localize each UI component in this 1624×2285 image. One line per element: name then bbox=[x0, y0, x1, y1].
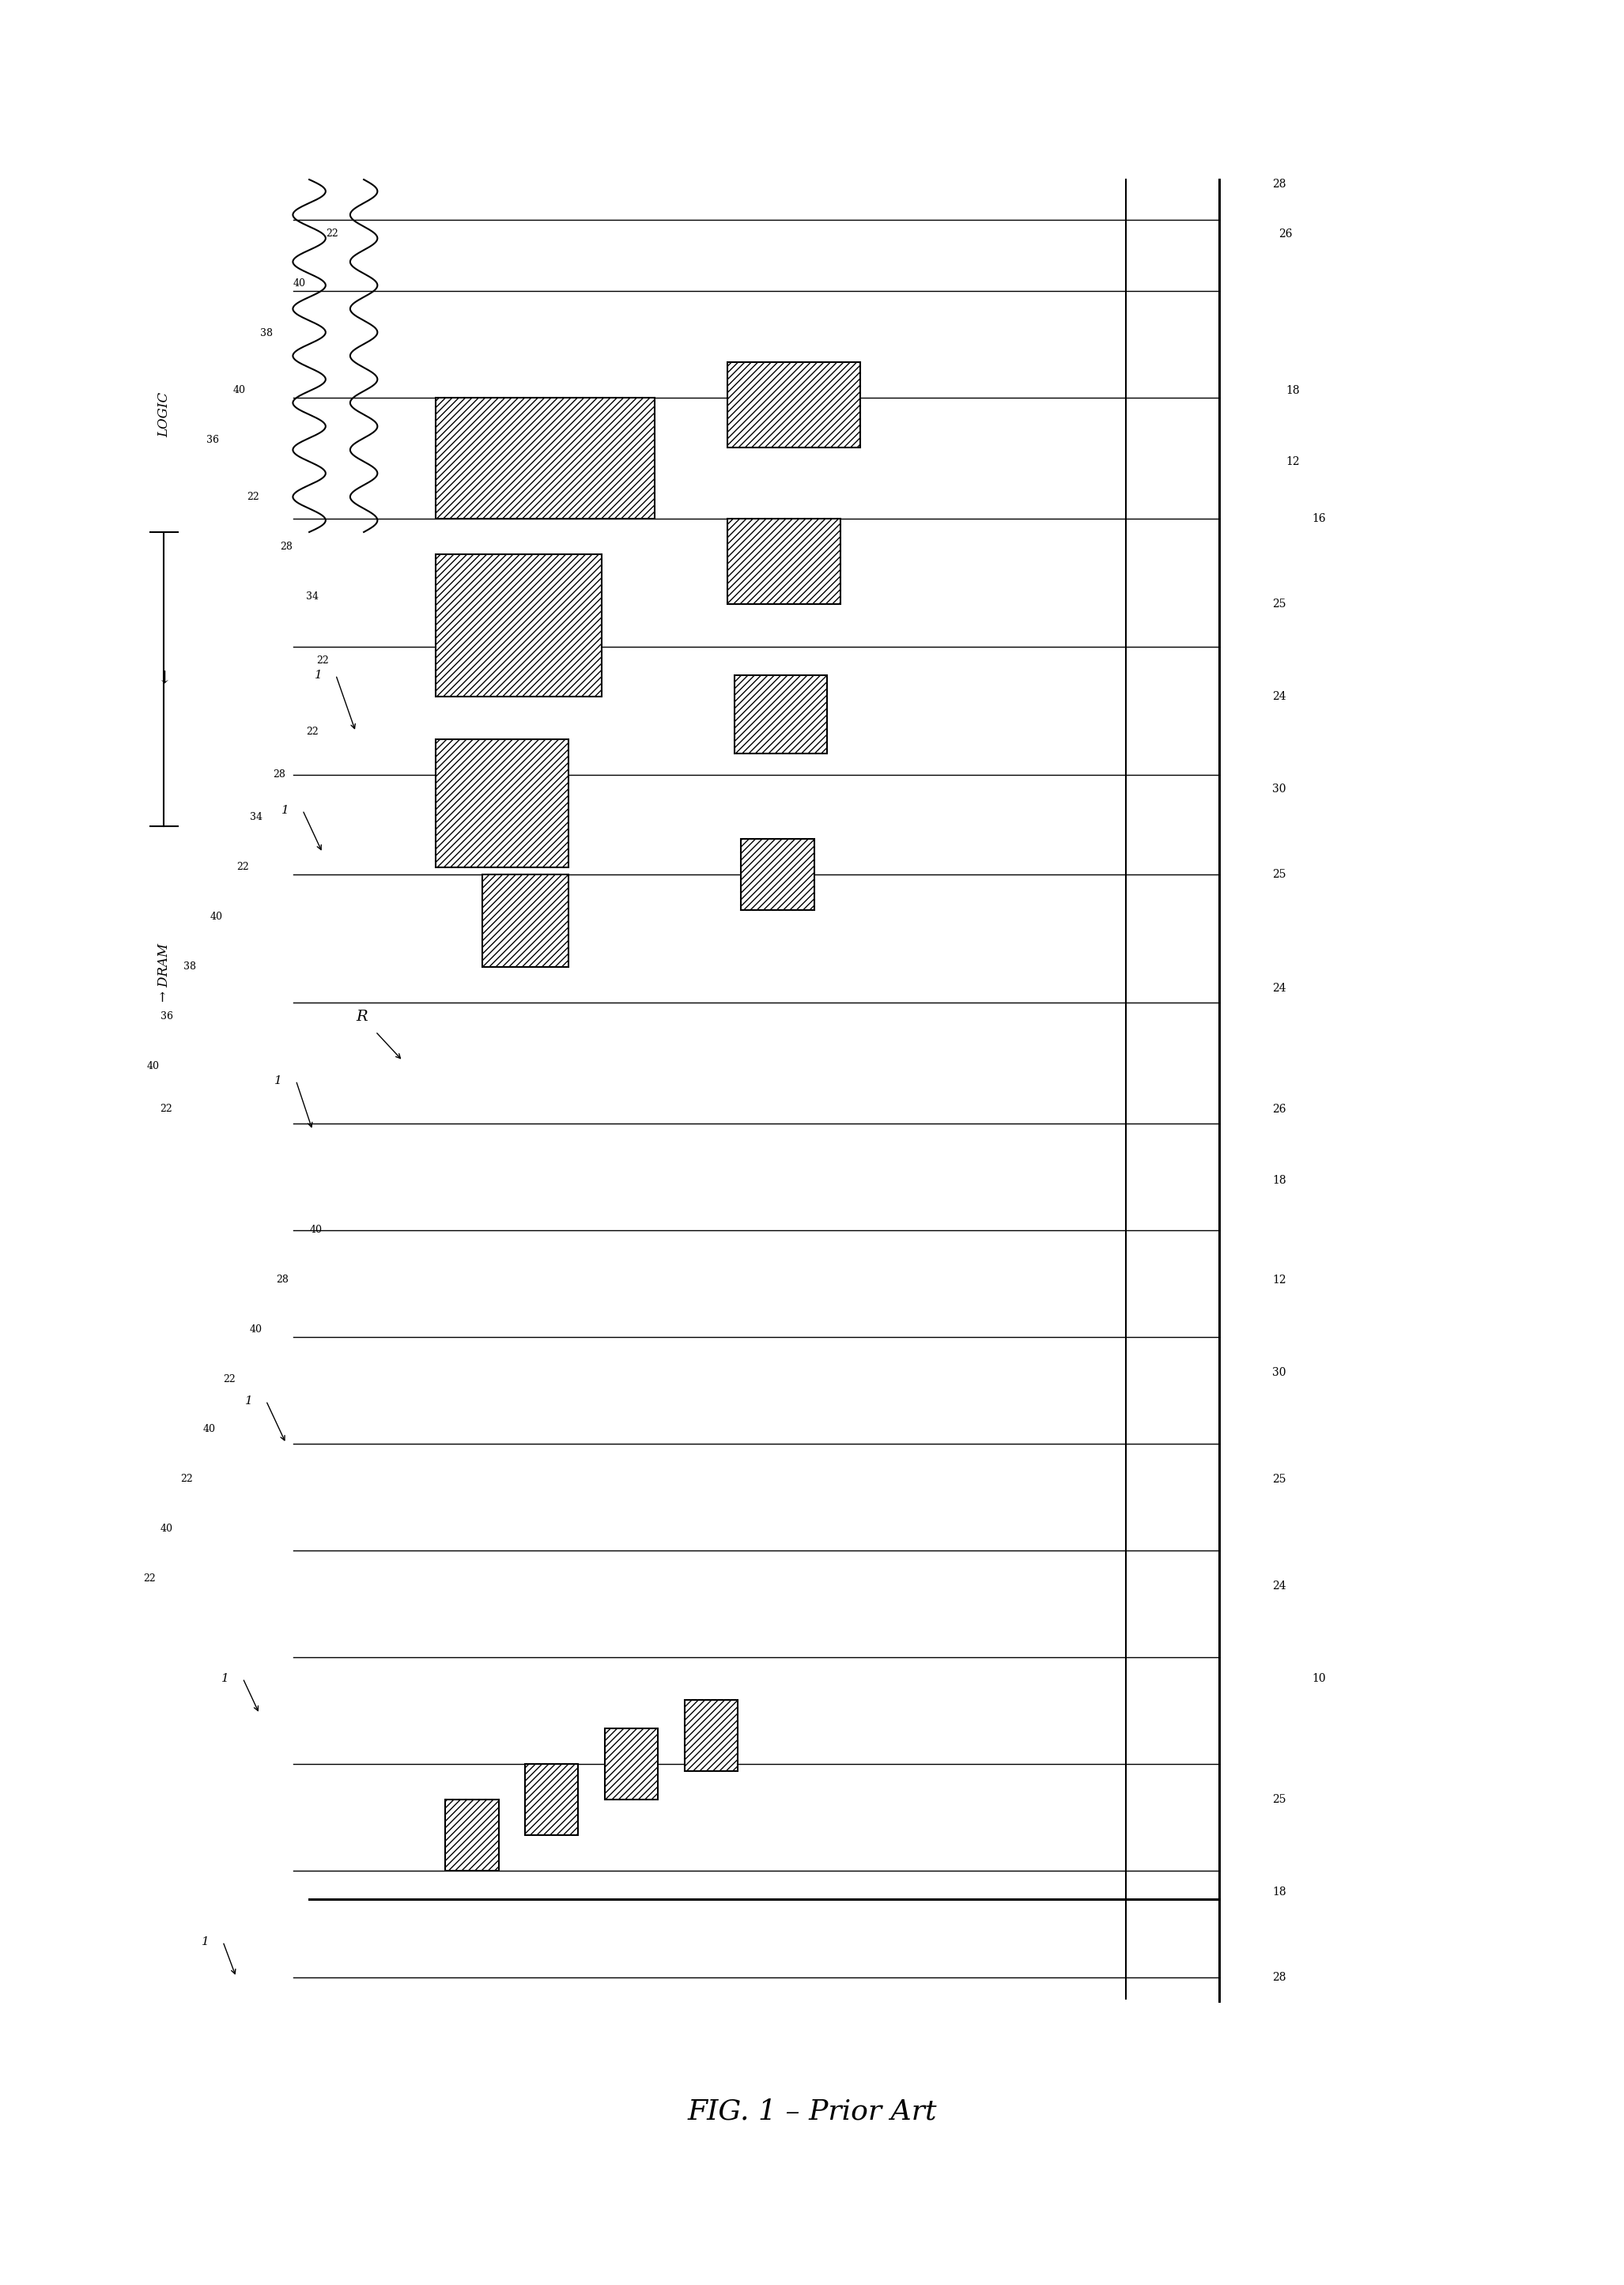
Text: 18: 18 bbox=[1272, 1174, 1286, 1186]
Text: 40: 40 bbox=[146, 1060, 159, 1072]
Bar bbox=[525, 1764, 578, 1835]
Bar bbox=[684, 1700, 737, 1771]
Text: 36: 36 bbox=[206, 434, 219, 446]
Text: 38: 38 bbox=[184, 962, 197, 971]
Text: 24: 24 bbox=[1272, 1581, 1286, 1590]
Text: R: R bbox=[356, 1010, 367, 1024]
Bar bbox=[728, 519, 841, 603]
Text: 28: 28 bbox=[279, 542, 292, 553]
Text: 28: 28 bbox=[1272, 1972, 1286, 1983]
Text: 26: 26 bbox=[1278, 228, 1293, 240]
Text: 1: 1 bbox=[274, 1074, 283, 1085]
Text: LOGIC: LOGIC bbox=[158, 393, 171, 436]
Bar bbox=[482, 875, 568, 967]
Text: 22: 22 bbox=[317, 656, 328, 665]
Bar bbox=[435, 553, 601, 697]
Text: 26: 26 bbox=[1272, 1104, 1286, 1115]
Text: 22: 22 bbox=[180, 1474, 193, 1485]
Text: 36: 36 bbox=[161, 1012, 172, 1021]
Text: 40: 40 bbox=[292, 279, 305, 288]
Text: 40: 40 bbox=[250, 1325, 263, 1334]
Text: 28: 28 bbox=[1272, 178, 1286, 190]
Bar bbox=[435, 398, 654, 519]
Bar bbox=[445, 1798, 499, 1871]
Text: 22: 22 bbox=[247, 491, 258, 503]
Text: 25: 25 bbox=[1272, 868, 1286, 880]
Text: 40: 40 bbox=[234, 386, 245, 395]
Text: 34: 34 bbox=[250, 811, 263, 823]
Text: 24: 24 bbox=[1272, 690, 1286, 701]
Text: 22: 22 bbox=[161, 1104, 172, 1115]
Text: 1: 1 bbox=[315, 670, 322, 681]
Text: 22: 22 bbox=[326, 228, 339, 240]
Text: 40: 40 bbox=[161, 1524, 172, 1533]
Text: FIG. 1 – Prior Art: FIG. 1 – Prior Art bbox=[687, 2098, 937, 2125]
Text: 22: 22 bbox=[237, 861, 248, 873]
Text: 34: 34 bbox=[307, 592, 318, 601]
Bar bbox=[741, 839, 814, 909]
Text: 22: 22 bbox=[224, 1373, 235, 1385]
Text: → DRAM: → DRAM bbox=[158, 944, 171, 1003]
Text: 1: 1 bbox=[245, 1396, 252, 1405]
Bar bbox=[435, 738, 568, 866]
Text: 18: 18 bbox=[1272, 1885, 1286, 1897]
Text: 22: 22 bbox=[143, 1574, 156, 1584]
Text: ↓: ↓ bbox=[156, 670, 172, 688]
Text: 1: 1 bbox=[201, 1935, 209, 1947]
Text: 16: 16 bbox=[1312, 512, 1327, 523]
Text: 10: 10 bbox=[1312, 1673, 1327, 1684]
Text: 40: 40 bbox=[203, 1424, 216, 1435]
Bar bbox=[728, 361, 861, 448]
Text: 12: 12 bbox=[1286, 457, 1299, 466]
Text: 30: 30 bbox=[1272, 784, 1286, 795]
Text: 28: 28 bbox=[273, 770, 286, 779]
Text: 22: 22 bbox=[307, 727, 318, 738]
Text: 25: 25 bbox=[1272, 1474, 1286, 1485]
Text: 25: 25 bbox=[1272, 599, 1286, 610]
Text: 12: 12 bbox=[1272, 1275, 1286, 1284]
Text: 24: 24 bbox=[1272, 983, 1286, 994]
Bar bbox=[734, 674, 827, 754]
Text: 1: 1 bbox=[221, 1673, 229, 1684]
Text: 30: 30 bbox=[1272, 1366, 1286, 1378]
Text: 18: 18 bbox=[1286, 384, 1299, 395]
Text: 40: 40 bbox=[310, 1225, 322, 1236]
Text: 28: 28 bbox=[276, 1275, 289, 1284]
Text: 40: 40 bbox=[209, 912, 222, 921]
Bar bbox=[604, 1727, 658, 1798]
Text: 1: 1 bbox=[281, 804, 289, 816]
Text: 25: 25 bbox=[1272, 1794, 1286, 1805]
Text: 38: 38 bbox=[260, 329, 273, 338]
